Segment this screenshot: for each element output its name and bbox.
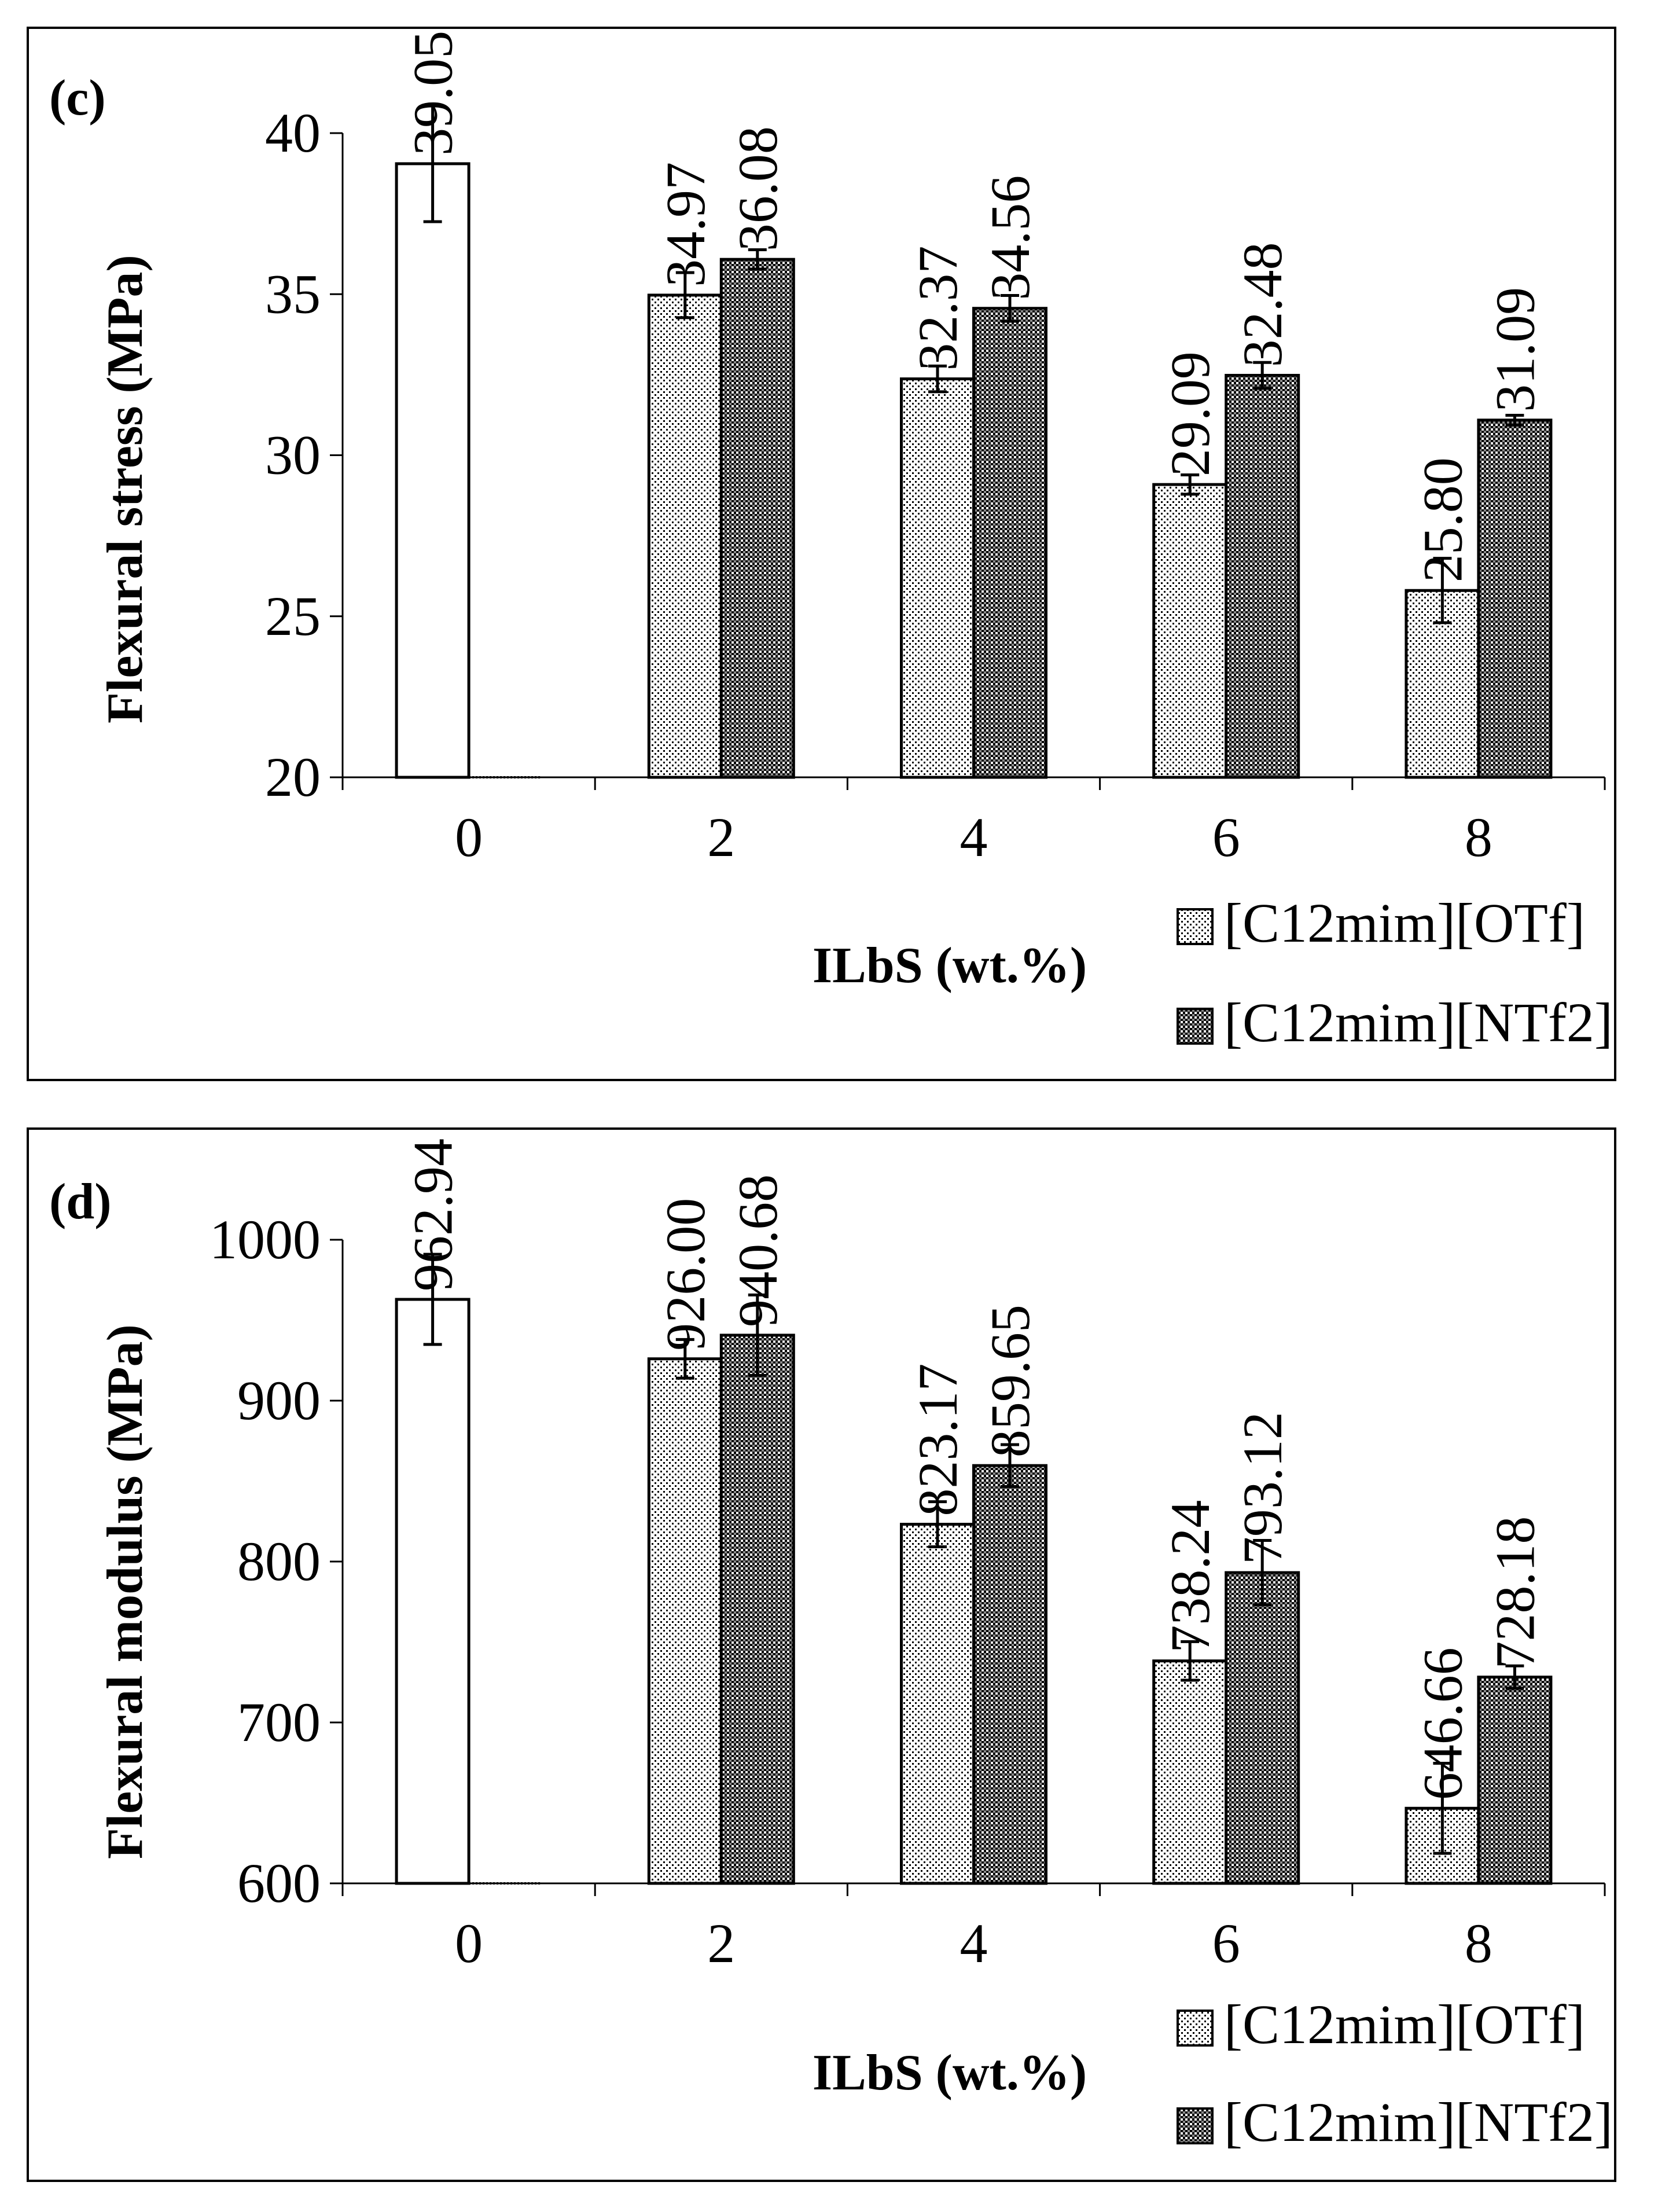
y-tick-label: 30	[265, 424, 321, 486]
x-tick-label: 4	[960, 806, 988, 868]
bar-c12mim-ntf2-8	[1477, 1676, 1553, 1885]
x-tick-label: 6	[1212, 1912, 1240, 1974]
bar-c12mim-otf-4	[900, 1523, 975, 1885]
legend-label-otf: [C12mim][OTf]	[1224, 892, 1585, 954]
data-label: 36.08	[727, 126, 789, 251]
x-tick-label: 4	[960, 1912, 988, 1974]
y-tick-label: 20	[265, 746, 321, 808]
y-tick-label: 40	[265, 102, 321, 164]
data-label: 34.56	[979, 175, 1041, 300]
bar-c12mim-ntf2-8	[1477, 418, 1553, 779]
bar-c12mim-otf-2	[647, 1357, 723, 1885]
bar-c12mim-otf-2	[647, 293, 723, 779]
x-tick-label: 0	[455, 1912, 483, 1974]
y-tick-label: 700	[237, 1691, 321, 1753]
legend-swatch-ntf2	[1177, 1008, 1214, 1045]
x-tick-label: 2	[707, 1912, 735, 1974]
data-label: 823.17	[907, 1364, 969, 1516]
panel-frame	[27, 1127, 1616, 2182]
y-tick-label: 35	[265, 263, 321, 325]
panel-label: (c)	[49, 70, 106, 126]
data-label: 32.48	[1231, 242, 1293, 367]
data-label: 962.94	[402, 1138, 464, 1291]
panel-frame	[27, 27, 1616, 1081]
panel-label: (d)	[49, 1174, 112, 1230]
y-tick-label: 25	[265, 585, 321, 647]
bar-neat-0	[395, 1298, 470, 1885]
data-label: 646.66	[1411, 1647, 1473, 1800]
bar-neat-0	[395, 162, 470, 779]
x-tick-label: 8	[1465, 806, 1492, 868]
bar-c12mim-ntf2-6	[1225, 1571, 1300, 1885]
data-label: 793.12	[1231, 1412, 1293, 1564]
data-label: 728.18	[1484, 1516, 1546, 1669]
x-axis-title: ILbS (wt.%)	[813, 2045, 1087, 2101]
y-axis-title: Flexural stress (MPa)	[97, 255, 153, 723]
y-tick-label: 900	[237, 1369, 321, 1431]
legend-swatch-ntf2	[1177, 2107, 1214, 2144]
x-tick-label: 0	[455, 806, 483, 868]
data-label: 31.09	[1484, 287, 1546, 412]
legend-swatch-otf	[1177, 908, 1214, 945]
data-label: 738.24	[1159, 1500, 1221, 1653]
x-tick-label: 2	[707, 806, 735, 868]
x-tick-label: 8	[1465, 1912, 1492, 1974]
legend-label-ntf2: [C12mim][NTf2]	[1224, 2091, 1613, 2153]
legend: [C12mim][OTf] [C12mim][NTf2]	[1177, 892, 1613, 1053]
y-tick-label: 600	[237, 1852, 321, 1914]
plot-area: 600 700 800 900 1000 0 2 4 6 8 962.94 926.00 823.17 7…	[209, 1138, 1606, 1974]
bar-c12mim-otf-6	[1152, 1659, 1228, 1885]
panel-c: (c) Flexural stress (MPa) ILbS (wt.%) [C…	[27, 27, 1616, 1081]
data-label: 859.65	[979, 1305, 1041, 1457]
data-label: 34.97	[655, 162, 716, 287]
x-axis-title: ILbS (wt.%)	[813, 938, 1087, 994]
data-label: 25.80	[1411, 457, 1473, 582]
data-label: 29.09	[1159, 351, 1221, 476]
data-label: 926.00	[655, 1198, 716, 1351]
y-axis-title: Flexural modulus (MPa)	[97, 1324, 153, 1859]
legend-label-ntf2: [C12mim][NTf2]	[1224, 991, 1613, 1053]
y-tick-label: 800	[237, 1530, 321, 1592]
data-label: 32.37	[907, 246, 969, 371]
legend-swatch-otf	[1177, 2010, 1214, 2047]
y-tick-label: 1000	[209, 1208, 321, 1270]
bar-c12mim-ntf2-4	[972, 307, 1047, 779]
bar-c12mim-otf-4	[900, 377, 975, 779]
legend-label-otf: [C12mim][OTf]	[1224, 1993, 1585, 2055]
plot-area: 20 25 30 35 40 0 2 4 6 8 39.05 34.97 32.37 29.09 25.80…	[265, 31, 1606, 868]
data-label: 39.05	[402, 31, 464, 156]
panel-d: (d) Flexural modulus (MPa) ILbS (wt.%) […	[27, 1127, 1616, 2182]
bar-c12mim-ntf2-2	[719, 1334, 795, 1885]
bar-c12mim-ntf2-4	[972, 1464, 1047, 1885]
x-tick-label: 6	[1212, 806, 1240, 868]
bar-c12mim-ntf2-6	[1225, 373, 1300, 779]
data-label: 940.68	[727, 1174, 789, 1327]
legend: [C12mim][OTf] [C12mim][NTf2]	[1177, 1993, 1613, 2153]
bar-c12mim-ntf2-2	[719, 258, 795, 779]
bar-c12mim-otf-6	[1152, 483, 1228, 779]
